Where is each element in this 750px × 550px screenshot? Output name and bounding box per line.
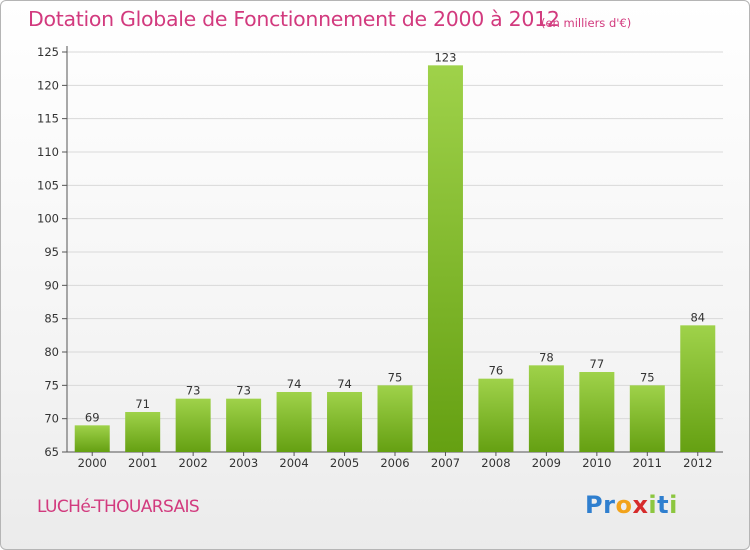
y-tick-label: 120 xyxy=(37,78,59,92)
bar[interactable] xyxy=(125,412,161,452)
bar[interactable] xyxy=(327,392,363,452)
x-tick-label: 2012 xyxy=(683,456,712,470)
bar-value-label: 78 xyxy=(539,350,554,364)
y-tick-label: 80 xyxy=(44,345,59,359)
bar[interactable] xyxy=(629,385,665,452)
bar-value-label: 73 xyxy=(236,384,251,398)
bar-value-label: 84 xyxy=(690,310,705,324)
logo-letter: i xyxy=(669,491,678,519)
y-tick-label: 125 xyxy=(37,45,59,59)
bar-value-label: 123 xyxy=(434,50,456,64)
bar[interactable] xyxy=(74,425,110,452)
x-tick-label: 2006 xyxy=(380,456,409,470)
x-tick-label: 2009 xyxy=(532,456,561,470)
y-tick-label: 95 xyxy=(44,245,59,259)
logo-letter: o xyxy=(615,491,633,519)
bar[interactable] xyxy=(680,325,716,452)
y-tick-label: 65 xyxy=(44,445,59,459)
logo-letter: r xyxy=(603,491,616,519)
logo-letter: x xyxy=(632,491,649,519)
y-tick-label: 110 xyxy=(37,145,59,159)
bar-value-label: 77 xyxy=(590,357,605,371)
y-tick-label: 105 xyxy=(37,178,59,192)
bar-value-label: 71 xyxy=(135,397,150,411)
y-tick-label: 70 xyxy=(44,412,59,426)
bar[interactable] xyxy=(579,372,615,452)
x-tick-label: 2002 xyxy=(179,456,208,470)
bar[interactable] xyxy=(427,65,463,452)
bar[interactable] xyxy=(528,365,564,452)
commune-name: LUCHé-THOUARSAIS xyxy=(37,497,200,517)
bar[interactable] xyxy=(478,378,514,452)
y-tick-label: 75 xyxy=(44,378,59,392)
bar-value-label: 74 xyxy=(337,377,352,391)
bar[interactable] xyxy=(377,385,413,452)
bar-value-label: 75 xyxy=(640,370,655,384)
bar[interactable] xyxy=(226,398,262,452)
x-tick-label: 2011 xyxy=(633,456,662,470)
bar-value-label: 74 xyxy=(287,377,302,391)
bar-value-label: 75 xyxy=(388,370,403,384)
y-tick-label: 90 xyxy=(44,278,59,292)
x-tick-label: 2005 xyxy=(330,456,359,470)
logo-letter: P xyxy=(585,491,604,519)
x-tick-label: 2004 xyxy=(279,456,308,470)
bar[interactable] xyxy=(175,398,211,452)
x-tick-label: 2008 xyxy=(481,456,510,470)
x-tick-label: 2001 xyxy=(128,456,157,470)
bar-value-label: 73 xyxy=(186,384,201,398)
chart-subtitle: (en milliers d'€) xyxy=(541,16,632,30)
y-tick-label: 100 xyxy=(37,212,59,226)
logo-letter: t xyxy=(657,491,670,519)
y-tick-label: 115 xyxy=(37,112,59,126)
y-tick-label: 85 xyxy=(44,312,59,326)
x-tick-label: 2000 xyxy=(78,456,107,470)
chart-title: Dotation Globale de Fonctionnement de 20… xyxy=(28,7,560,31)
bar-value-label: 69 xyxy=(85,410,100,424)
logo-letter: i xyxy=(648,491,658,519)
x-tick-label: 2010 xyxy=(582,456,611,470)
proxiti-logo[interactable]: Proxiti xyxy=(585,491,678,519)
x-tick-label: 2007 xyxy=(431,456,460,470)
x-tick-label: 2003 xyxy=(229,456,258,470)
bar-value-label: 76 xyxy=(489,364,504,378)
bar[interactable] xyxy=(276,392,312,452)
